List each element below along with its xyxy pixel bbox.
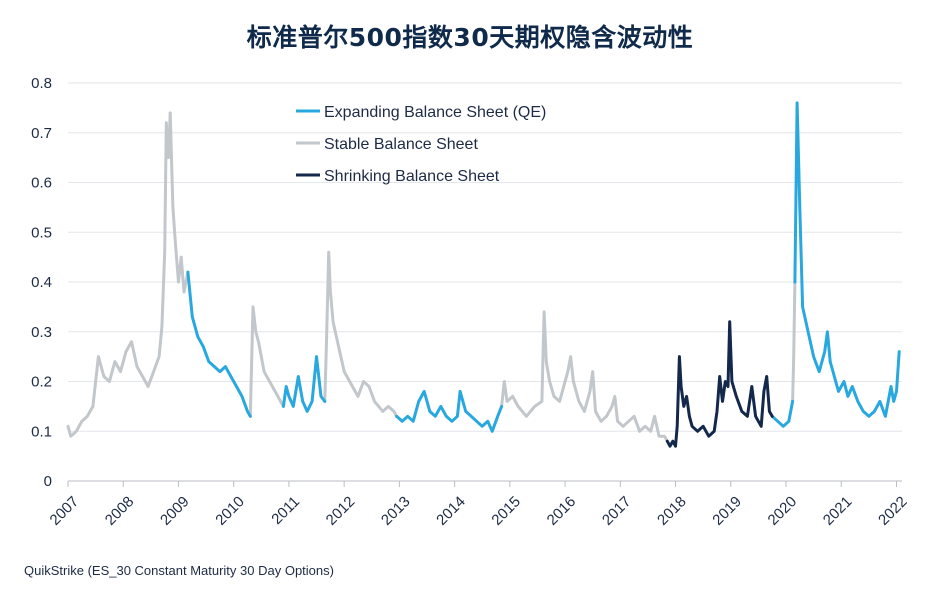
x-tick-label: 2012 [323, 493, 359, 529]
x-tick-label: 2022 [875, 493, 911, 529]
x-tick-label: 2016 [544, 493, 580, 529]
chart-title: 标准普尔500指数30天期权隐含波动性 [246, 23, 694, 52]
series-line [186, 270, 252, 418]
x-tick-label: 2007 [47, 493, 83, 529]
source-note: QuikStrike (ES_30 Constant Maturity 30 D… [24, 563, 334, 578]
x-tick-label: 2009 [157, 493, 193, 529]
x-tick-label: 2010 [212, 493, 248, 529]
series-line [665, 320, 774, 448]
legend-label: Expanding Balance Sheet (QE) [324, 104, 546, 121]
series-line [500, 310, 669, 443]
x-tick-label: 2020 [765, 493, 801, 529]
y-tick-label: 0.5 [31, 224, 52, 241]
x-tick-label: 2015 [488, 493, 524, 529]
legend: Expanding Balance Sheet (QE) Stable Balan… [296, 104, 546, 185]
legend-label: Shrinking Balance Sheet [324, 168, 500, 185]
series-line [793, 101, 901, 418]
x-tick-label: 2019 [709, 493, 745, 529]
series-group [665, 320, 774, 448]
series-line [323, 250, 399, 418]
series-line [281, 355, 327, 413]
series-lines [66, 101, 901, 448]
series-line [66, 111, 190, 438]
series-line [791, 280, 797, 403]
x-tick-label: 2014 [433, 493, 469, 529]
y-tick-label: 0.3 [31, 324, 52, 341]
x-tick-label: 2008 [102, 493, 138, 529]
x-tick-label: 2013 [378, 493, 414, 529]
y-tick-label: 0.4 [31, 274, 52, 291]
x-tick-label: 2017 [599, 493, 635, 529]
y-tick-label: 0.8 [31, 75, 52, 92]
y-tick-label: 0 [44, 473, 52, 490]
x-tick-label: 2021 [820, 493, 856, 529]
x-tick-label: 2018 [654, 493, 690, 529]
y-tick-label: 0.7 [31, 125, 52, 142]
x-tick-label: 2011 [268, 493, 303, 528]
series-line [248, 305, 285, 418]
series-line [395, 389, 504, 433]
series-group [186, 101, 901, 433]
y-tick-label: 0.1 [31, 423, 52, 440]
legend-label: Stable Balance Sheet [324, 136, 478, 153]
series-line [770, 399, 795, 428]
y-tick-label: 0.2 [31, 374, 52, 391]
series-group [66, 111, 797, 443]
y-tick-label: 0.6 [31, 175, 52, 192]
